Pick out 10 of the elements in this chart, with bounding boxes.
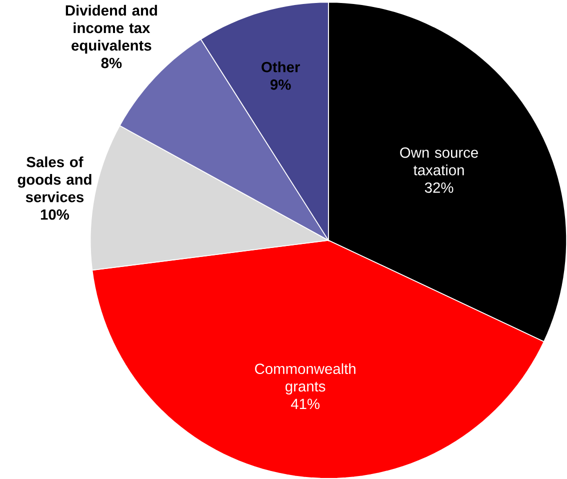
- slice-label: Own source taxation: [400, 147, 478, 176]
- slice-label: Dividend and income tax equivalents: [66, 4, 157, 54]
- slice-label: Sales of goods and services: [18, 156, 92, 202]
- slice-label: Commonwealth grants: [255, 363, 356, 395]
- data-label: 8%: [101, 58, 122, 68]
- data-label: 10%: [40, 209, 70, 220]
- data-label: 9%: [270, 79, 291, 90]
- data-label: 41%: [290, 398, 320, 410]
- slice-label: Other: [262, 62, 300, 72]
- data-label: 32%: [424, 182, 454, 193]
